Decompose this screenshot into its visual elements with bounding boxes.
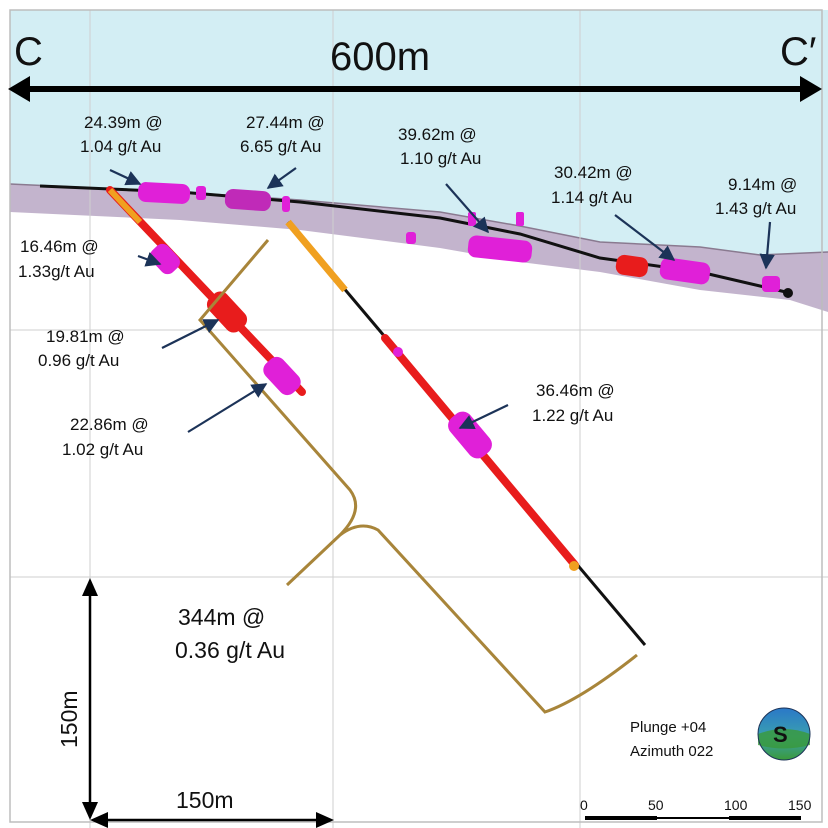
intercept-8: 22.86m @ 1.02 g/t Au [62,415,149,459]
svg-text:1.33g/t Au: 1.33g/t Au [18,262,95,281]
horizontal-scale-label: 150m [176,787,234,813]
vertical-scale [82,578,98,820]
svg-text:36.46m @: 36.46m @ [536,381,615,400]
svg-text:344m @: 344m @ [178,604,265,630]
intercept-7: 19.81m @ 0.96 g/t Au [38,327,125,370]
svg-text:0: 0 [580,797,588,813]
section-width-label: 600m [330,35,430,79]
svg-text:1.10 g/t Au: 1.10 g/t Au [400,149,481,168]
plunge-label: Plunge +04 [630,719,706,736]
intercept-3: 39.62m @ 1.10 g/t Au [398,125,481,168]
svg-text:22.86m @: 22.86m @ [70,415,149,434]
azimuth-label: Azimuth 022 [630,743,713,760]
svg-text:39.62m @: 39.62m @ [398,125,477,144]
svg-text:16.46m @: 16.46m @ [20,237,99,256]
svg-text:1.14 g/t Au: 1.14 g/t Au [551,188,632,207]
width-arrow [8,76,822,102]
svg-text:150: 150 [788,797,812,813]
drill-hole-right [285,219,647,646]
svg-text:50: 50 [648,797,664,813]
svg-text:1.43 g/t Au: 1.43 g/t Au [715,199,796,218]
svg-text:0.96 g/t Au: 0.96 g/t Au [38,351,119,370]
mineralised-envelope [198,239,638,714]
vertical-scale-label: 150m [56,690,82,748]
scale-bar: 0 50 100 150 [580,797,812,820]
svg-text:1.22 g/t Au: 1.22 g/t Au [532,406,613,425]
section-start-label: C [14,30,43,74]
intercept-2: 27.44m @ 6.65 g/t Au [240,113,325,156]
intercept-5: 9.14m @ 1.43 g/t Au [715,175,797,218]
frame [9,9,823,823]
leader-arrows [109,167,775,433]
horizontal-scale [90,812,334,828]
intercept-4: 30.42m @ 1.14 g/t Au [551,163,633,207]
intercept-9: 36.46m @ 1.22 g/t Au [532,381,615,425]
svg-text:24.39m @: 24.39m @ [84,113,163,132]
svg-text:0.36 g/t Au: 0.36 g/t Au [175,637,285,663]
intercept-1: 24.39m @ 1.04 g/t Au [80,113,163,156]
svg-text:27.44m @: 27.44m @ [246,113,325,132]
highlight-intercept: 344m @ 0.36 g/t Au [175,604,285,663]
svg-text:19.81m @: 19.81m @ [46,327,125,346]
svg-text:1.02 g/t Au: 1.02 g/t Au [62,440,143,459]
overburden-band [10,184,828,312]
section-end-label: C′ [780,30,816,74]
intercept-6: 16.46m @ 1.33g/t Au [18,237,99,281]
svg-text:6.65 g/t Au: 6.65 g/t Au [240,137,321,156]
svg-text:100: 100 [724,797,748,813]
compass-globe-icon: S [757,707,811,761]
svg-text:9.14m @: 9.14m @ [728,175,797,194]
svg-text:1.04 g/t Au: 1.04 g/t Au [80,137,161,156]
svg-text:30.42m @: 30.42m @ [554,163,633,182]
svg-text:S: S [773,722,788,747]
